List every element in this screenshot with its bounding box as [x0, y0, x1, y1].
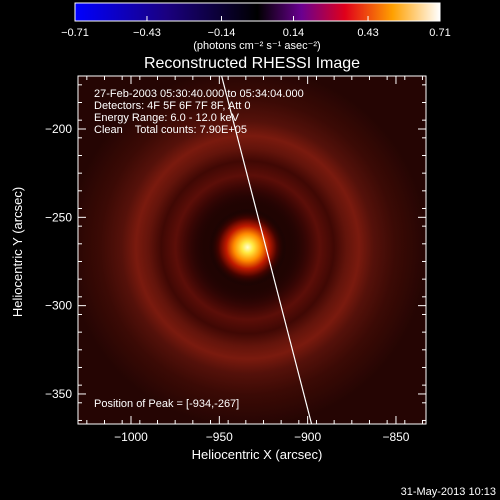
x-tick-label: −950 — [206, 430, 233, 444]
y-axis-label: Heliocentric Y (arcsec) — [10, 187, 25, 317]
footer-date: 31-May-2013 10:13 — [401, 486, 496, 498]
x-tick-label: −1000 — [114, 430, 148, 444]
solar-limb-line — [220, 76, 313, 424]
info-line-detectors: Detectors: 4F 5F 6F 7F 8F, Att 0 — [94, 100, 251, 112]
y-tick-label: −250 — [45, 210, 72, 224]
y-axis: −200 −250 −300 −350 — [45, 84, 426, 421]
y-tick-label: −300 — [45, 299, 72, 313]
info-line-time: 27-Feb-2003 05:30:40.000 to 05:34:04.000 — [94, 88, 304, 100]
colorbar-tick-label: −0.71 — [61, 27, 89, 39]
plot-area — [78, 76, 426, 424]
colorbar-strip — [74, 2, 441, 22]
x-tick-label: −900 — [294, 430, 321, 444]
colorbar-tick-label: −0.43 — [133, 27, 161, 39]
colorbar-ticks: −0.71 −0.43 −0.14 0.14 0.43 0.71 — [61, 16, 451, 39]
peak-source — [208, 208, 287, 287]
info-line-counts: Clean Total counts: 7.90E+05 — [94, 124, 247, 136]
colorbar-tick-label: −0.14 — [208, 27, 236, 39]
colorbar-tick-label: 0.43 — [357, 27, 378, 39]
y-tick-label: −350 — [45, 387, 72, 401]
info-line-energy: Energy Range: 6.0 - 12.0 keV — [94, 112, 240, 124]
x-axis-label: Heliocentric X (arcsec) — [192, 447, 323, 462]
x-axis: −1000 −950 −900 −850 — [86, 76, 423, 444]
colorbar: −0.71 −0.43 −0.14 0.14 0.43 0.71 (photons cm⁻… — [61, 2, 451, 52]
colorbar-unit-label: (photons cm⁻² s⁻¹ asec⁻²) — [193, 40, 320, 52]
info-block: 27-Feb-2003 05:30:40.000 to 05:34:04.000… — [94, 88, 304, 136]
plot-frame — [77, 75, 427, 425]
colorbar-tick-label: 0.14 — [283, 27, 304, 39]
x-tick-label: −850 — [382, 430, 409, 444]
y-tick-label: −200 — [45, 122, 72, 136]
peak-position-text: Position of Peak = [-934,-267] — [94, 398, 239, 410]
colorbar-tick-label: 0.71 — [429, 27, 450, 39]
chart-title: Reconstructed RHESSI Image — [144, 55, 360, 72]
